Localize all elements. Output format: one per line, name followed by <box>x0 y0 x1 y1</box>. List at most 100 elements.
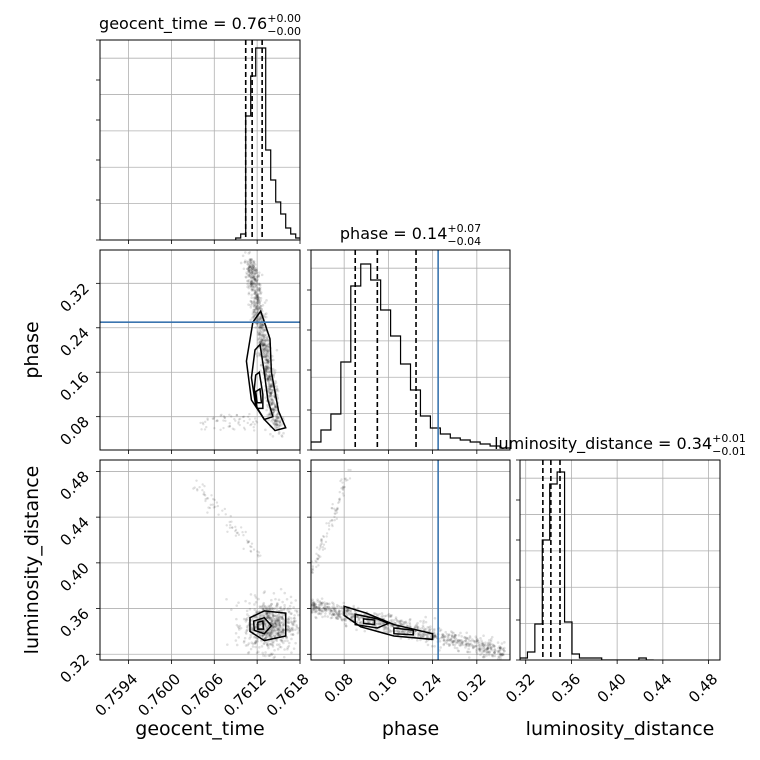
sample-point <box>277 618 280 622</box>
sample-point <box>242 426 246 430</box>
sample-point <box>417 631 421 635</box>
sample-point <box>494 649 497 653</box>
sample-point <box>263 590 267 593</box>
sample-point <box>261 624 265 628</box>
sample-point <box>277 616 280 619</box>
sample-point <box>252 623 255 627</box>
sample-point <box>252 264 256 268</box>
sample-point <box>269 391 273 395</box>
sample-point <box>257 298 260 302</box>
sample-point <box>424 615 427 619</box>
sample-point <box>256 338 260 342</box>
sample-point <box>274 616 278 620</box>
sample-point <box>317 612 320 616</box>
sample-point <box>360 622 364 626</box>
sample-point <box>367 622 370 625</box>
sample-point <box>261 611 264 614</box>
sample-point <box>255 269 258 272</box>
sample-point <box>340 478 343 481</box>
sample-point <box>401 629 404 633</box>
sample-point <box>259 338 263 342</box>
sample-point <box>248 258 252 261</box>
sample-point <box>252 315 255 319</box>
sample-point <box>421 632 424 636</box>
sample-point <box>385 630 388 634</box>
sample-point <box>268 375 271 378</box>
sample-point <box>249 593 253 596</box>
sample-point <box>273 408 276 412</box>
sample-point <box>252 262 256 266</box>
sample-point <box>274 626 278 629</box>
sample-point <box>281 617 285 621</box>
sample-point <box>492 645 496 649</box>
sample-point <box>415 625 419 629</box>
sample-point <box>382 627 386 630</box>
sample-point <box>446 639 450 642</box>
sample-point <box>260 633 264 637</box>
sample-point <box>263 368 267 371</box>
sample-point <box>269 628 273 632</box>
sample-point <box>386 623 390 626</box>
sample-point <box>275 643 279 646</box>
sample-point <box>464 639 468 642</box>
sample-point <box>247 642 251 645</box>
sample-point <box>266 611 270 614</box>
sample-point <box>268 625 272 629</box>
sample-point <box>472 639 476 643</box>
sample-point <box>320 542 324 545</box>
sample-point <box>277 629 281 632</box>
sample-point <box>292 623 296 627</box>
sample-point <box>268 376 272 379</box>
sample-point <box>262 314 265 318</box>
sample-point <box>257 300 260 304</box>
sample-point <box>256 305 259 308</box>
sample-point <box>325 602 329 605</box>
sample-point <box>337 614 341 617</box>
sample-point <box>347 611 351 615</box>
sample-point <box>394 629 397 633</box>
contour-phase-luminosity_distance <box>343 605 434 641</box>
sample-point <box>255 623 259 627</box>
sample-point <box>459 643 463 646</box>
sample-point <box>274 426 277 430</box>
sample-point <box>312 603 316 606</box>
sample-point <box>497 650 500 653</box>
sample-point <box>262 626 265 630</box>
sample-point <box>262 622 266 625</box>
sample-point <box>276 397 279 401</box>
sample-point <box>250 268 253 271</box>
sample-point <box>427 636 430 640</box>
sample-point <box>271 417 274 420</box>
sample-point <box>248 265 251 268</box>
sample-point <box>359 616 362 619</box>
sample-point <box>237 628 241 631</box>
sample-point <box>275 423 278 426</box>
sample-point <box>260 323 264 327</box>
sample-point <box>274 398 278 401</box>
sample-point <box>314 606 317 609</box>
sample-point <box>257 274 260 277</box>
sample-point <box>247 623 251 627</box>
sample-point <box>263 620 266 624</box>
sample-point <box>261 313 265 316</box>
sample-point <box>430 633 434 637</box>
sample-point <box>430 644 434 648</box>
y-tick-label: 0.08 <box>56 413 92 449</box>
sample-point <box>397 630 400 633</box>
sample-point <box>277 610 281 613</box>
sample-point <box>330 606 334 609</box>
sample-point <box>254 627 257 630</box>
sample-point <box>330 518 333 522</box>
sample-point <box>356 615 360 618</box>
sample-point <box>269 407 273 410</box>
sample-point <box>403 629 407 633</box>
sample-point <box>273 395 277 398</box>
sample-point <box>332 612 335 616</box>
sample-point <box>488 643 492 647</box>
sample-point <box>322 606 326 609</box>
sample-point <box>250 622 253 626</box>
x-tick-label: 0.48 <box>685 670 721 706</box>
sample-point <box>250 629 253 633</box>
sample-point <box>255 300 259 304</box>
sample-point <box>374 616 377 619</box>
